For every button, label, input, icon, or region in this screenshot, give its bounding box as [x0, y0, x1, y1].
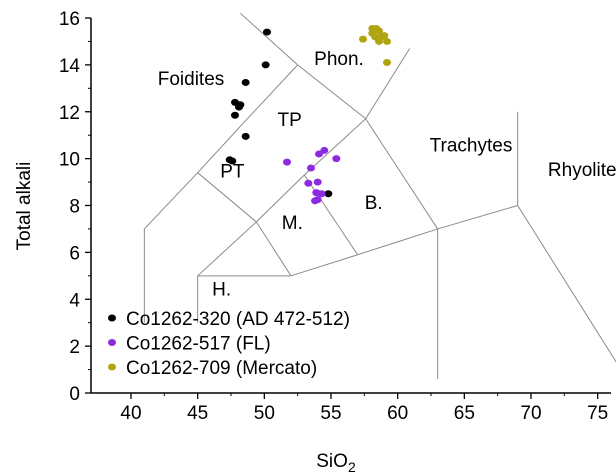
y-axis-title: Total alkali — [14, 162, 35, 251]
field-boundary-line — [290, 254, 358, 277]
field-boundary-line — [365, 118, 439, 230]
legend-label: Co1262-320 (AD 472-512) — [126, 309, 350, 330]
field-boundary-line — [239, 12, 299, 66]
data-point — [324, 190, 333, 198]
y-tick-label: 4 — [69, 290, 80, 311]
y-tick-label: 12 — [59, 103, 80, 124]
data-point — [241, 78, 250, 86]
y-tick-label: 16 — [59, 9, 80, 30]
data-point — [332, 155, 341, 163]
field-boundary-line — [303, 118, 367, 176]
x-axis-title-main: SiO — [316, 451, 348, 472]
data-point — [235, 103, 243, 111]
field-boundary-line — [303, 174, 359, 255]
data-point — [317, 190, 326, 198]
legend-marker — [108, 339, 116, 346]
field-boundary-line — [255, 174, 305, 223]
field-boundary-line — [197, 221, 257, 277]
legend-marker — [108, 314, 116, 322]
x-tick-label: 65 — [454, 403, 475, 424]
legend: Co1262-320 (AD 472-512) Co1262-517 (FL) Co… — [108, 309, 350, 379]
field-label: B. — [365, 193, 383, 214]
field-label: Trachytes — [430, 136, 513, 157]
data-point — [375, 37, 383, 45]
y-tick-label: 8 — [69, 197, 80, 218]
data-point — [228, 157, 237, 165]
field-label: TP — [278, 110, 302, 131]
field-label: Rhyolites — [548, 160, 616, 181]
x-tick-label: 45 — [187, 403, 208, 424]
field-label: PT — [220, 161, 245, 182]
data-point — [313, 196, 322, 204]
y-tick-label: 0 — [69, 384, 80, 405]
field-boundary-line — [297, 64, 366, 120]
x-axis-title: SiO2 — [316, 451, 356, 475]
y-tick-label: 6 — [69, 243, 80, 264]
x-tick-label: 40 — [120, 403, 141, 424]
data-point — [307, 164, 315, 172]
field-label: M. — [282, 213, 303, 234]
x-tick-label: 55 — [320, 403, 341, 424]
field-labels: Foidites Phon. TP PT Trachytes Rhyolites B. M. H… — [158, 49, 616, 301]
field-boundary-line — [143, 172, 199, 230]
data-points — [225, 25, 391, 205]
field-label: Foidites — [158, 69, 225, 90]
x-tick-label: 50 — [254, 403, 275, 424]
field-boundaries — [143, 12, 616, 379]
data-point — [241, 132, 250, 140]
data-point — [261, 61, 270, 69]
data-point — [320, 146, 329, 154]
field-boundary-line — [517, 205, 616, 363]
data-point — [313, 178, 322, 186]
data-point — [304, 179, 313, 187]
data-point — [380, 32, 389, 40]
field-boundary-line — [437, 205, 518, 230]
legend-marker — [108, 363, 116, 371]
field-label: Phon. — [314, 49, 364, 70]
legend-label: Co1262-709 (Mercato) — [126, 358, 317, 379]
x-tick-label: 75 — [587, 403, 608, 424]
x-tick-label: 70 — [520, 403, 541, 424]
legend-label: Co1262-517 (FL) — [126, 334, 271, 355]
axis-ticks: 40 45 50 55 60 65 70 75 0 2 4 6 8 10 12 14 16 — [59, 9, 608, 424]
field-boundary-line — [197, 123, 244, 174]
x-axis-title-subscript: 2 — [348, 459, 356, 475]
data-point — [383, 37, 391, 45]
field-boundary-line — [197, 172, 257, 223]
field-boundary-line — [365, 48, 411, 120]
data-point — [231, 111, 239, 119]
y-tick-label: 14 — [59, 56, 81, 77]
data-point — [375, 27, 383, 35]
field-label: H. — [212, 280, 231, 301]
data-point — [263, 28, 271, 36]
field-boundary-line — [242, 64, 299, 124]
y-tick-label: 2 — [69, 337, 80, 358]
y-tick-label: 10 — [59, 150, 80, 171]
data-point — [383, 59, 391, 67]
data-point — [359, 35, 367, 43]
field-boundary-line — [357, 228, 438, 256]
data-point — [283, 158, 291, 166]
field-boundary-line — [255, 221, 292, 277]
x-tick-label: 60 — [387, 403, 408, 424]
